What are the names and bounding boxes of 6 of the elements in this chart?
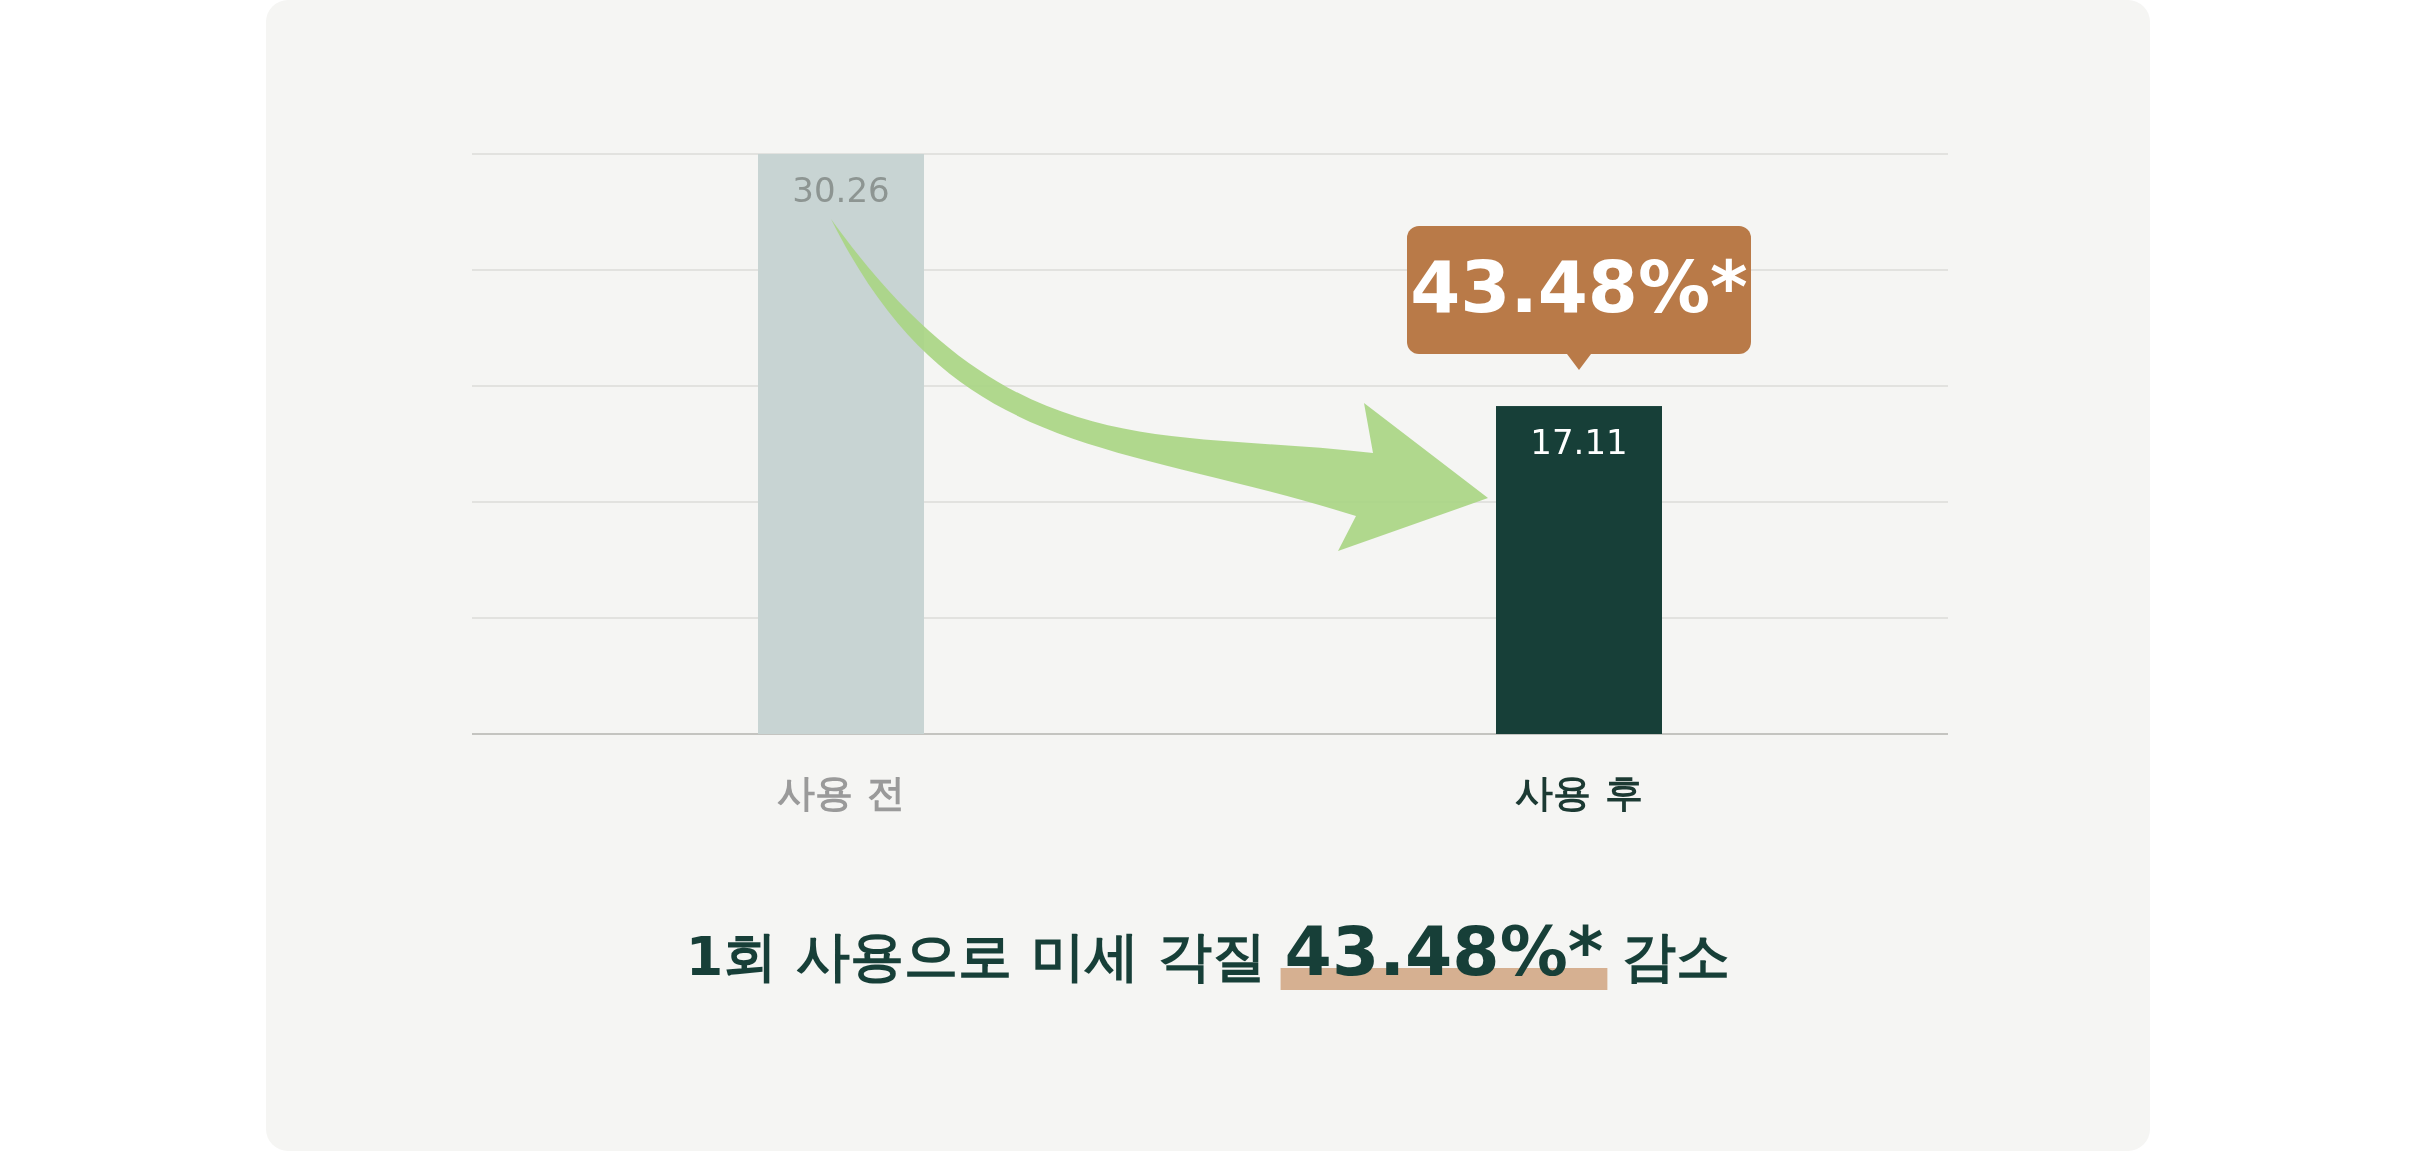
annotation: 43.48%* [1410,245,1748,330]
x-tick-label: 사용 후 [1515,771,1643,815]
x-tick-label: 사용 전 [777,771,905,815]
data-label: 17.11 [1530,422,1628,463]
data-label: 30.26 [792,170,890,210]
text: 1회 사용으로 미세 각질 43.48%* 감소 [685,912,1731,991]
